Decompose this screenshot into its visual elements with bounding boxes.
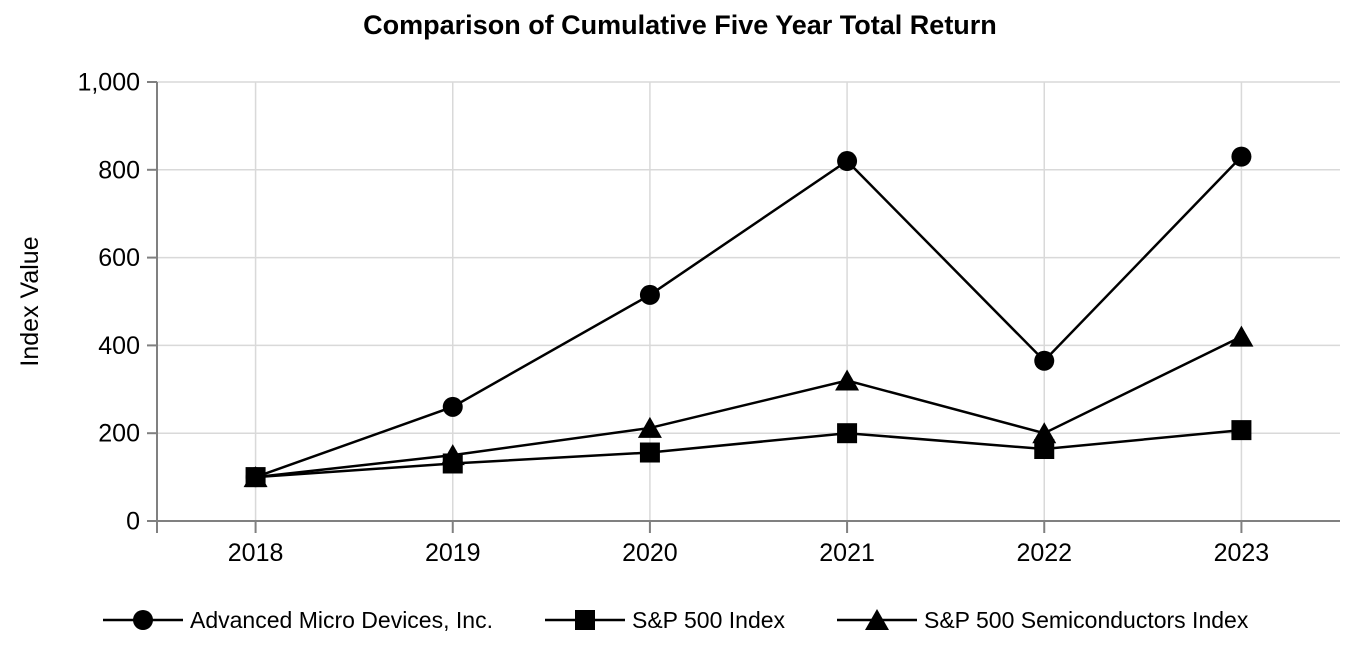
data-point-triangle	[637, 416, 662, 438]
y-tick-label: 200	[98, 420, 140, 448]
legend-label-amd: Advanced Micro Devices, Inc.	[190, 606, 493, 633]
data-point-circle	[1231, 146, 1252, 167]
data-point-circle	[639, 284, 660, 305]
data-point-circle	[1034, 350, 1055, 371]
legend-item-sp500-semiconductors: S&P 500 Semiconductors Index	[837, 602, 1248, 638]
legend-marker-triangle-icon	[837, 609, 917, 630]
y-axis-title: Index Value	[16, 236, 44, 366]
data-point-circle	[442, 396, 463, 417]
series-line-circle	[255, 155, 1243, 479]
legend-marker-square-icon	[545, 610, 625, 630]
legend-item-amd: Advanced Micro Devices, Inc.	[103, 602, 493, 638]
data-point-square	[442, 453, 463, 474]
legend-label-sp500: S&P 500 Index	[632, 606, 786, 633]
y-tick-label: 1,000	[77, 69, 140, 97]
y-tick-label: 0	[126, 508, 140, 536]
data-point-square	[245, 467, 266, 488]
data-point-square	[837, 423, 858, 444]
y-tick-label: 400	[98, 332, 140, 360]
data-point-triangle	[1229, 325, 1254, 347]
legend-label-sp500-semiconductors: S&P 500 Semiconductors Index	[924, 606, 1249, 633]
y-tick-label: 800	[98, 156, 140, 184]
data-point-triangle	[1032, 422, 1057, 444]
data-point-square	[1034, 439, 1055, 460]
x-tick-label: 2019	[425, 539, 481, 567]
legend-marker-circle-icon	[103, 610, 183, 630]
x-tick-label: 2022	[1016, 539, 1072, 567]
y-tick-label: 600	[98, 244, 140, 272]
series-line-triangle	[255, 335, 1242, 479]
data-point-circle	[837, 151, 858, 172]
x-tick-label: 2021	[819, 539, 875, 567]
data-point-triangle	[835, 369, 860, 391]
data-point-square	[639, 442, 660, 463]
series-line-square	[255, 428, 1242, 479]
x-tick-label: 2018	[228, 539, 284, 567]
legend-item-sp500: S&P 500 Index	[545, 602, 785, 638]
x-tick-label: 2023	[1214, 539, 1270, 567]
chart-title: Comparison of Cumulative Five Year Total…	[363, 10, 997, 40]
x-tick-label: 2020	[622, 539, 678, 567]
data-point-square	[1231, 420, 1252, 441]
